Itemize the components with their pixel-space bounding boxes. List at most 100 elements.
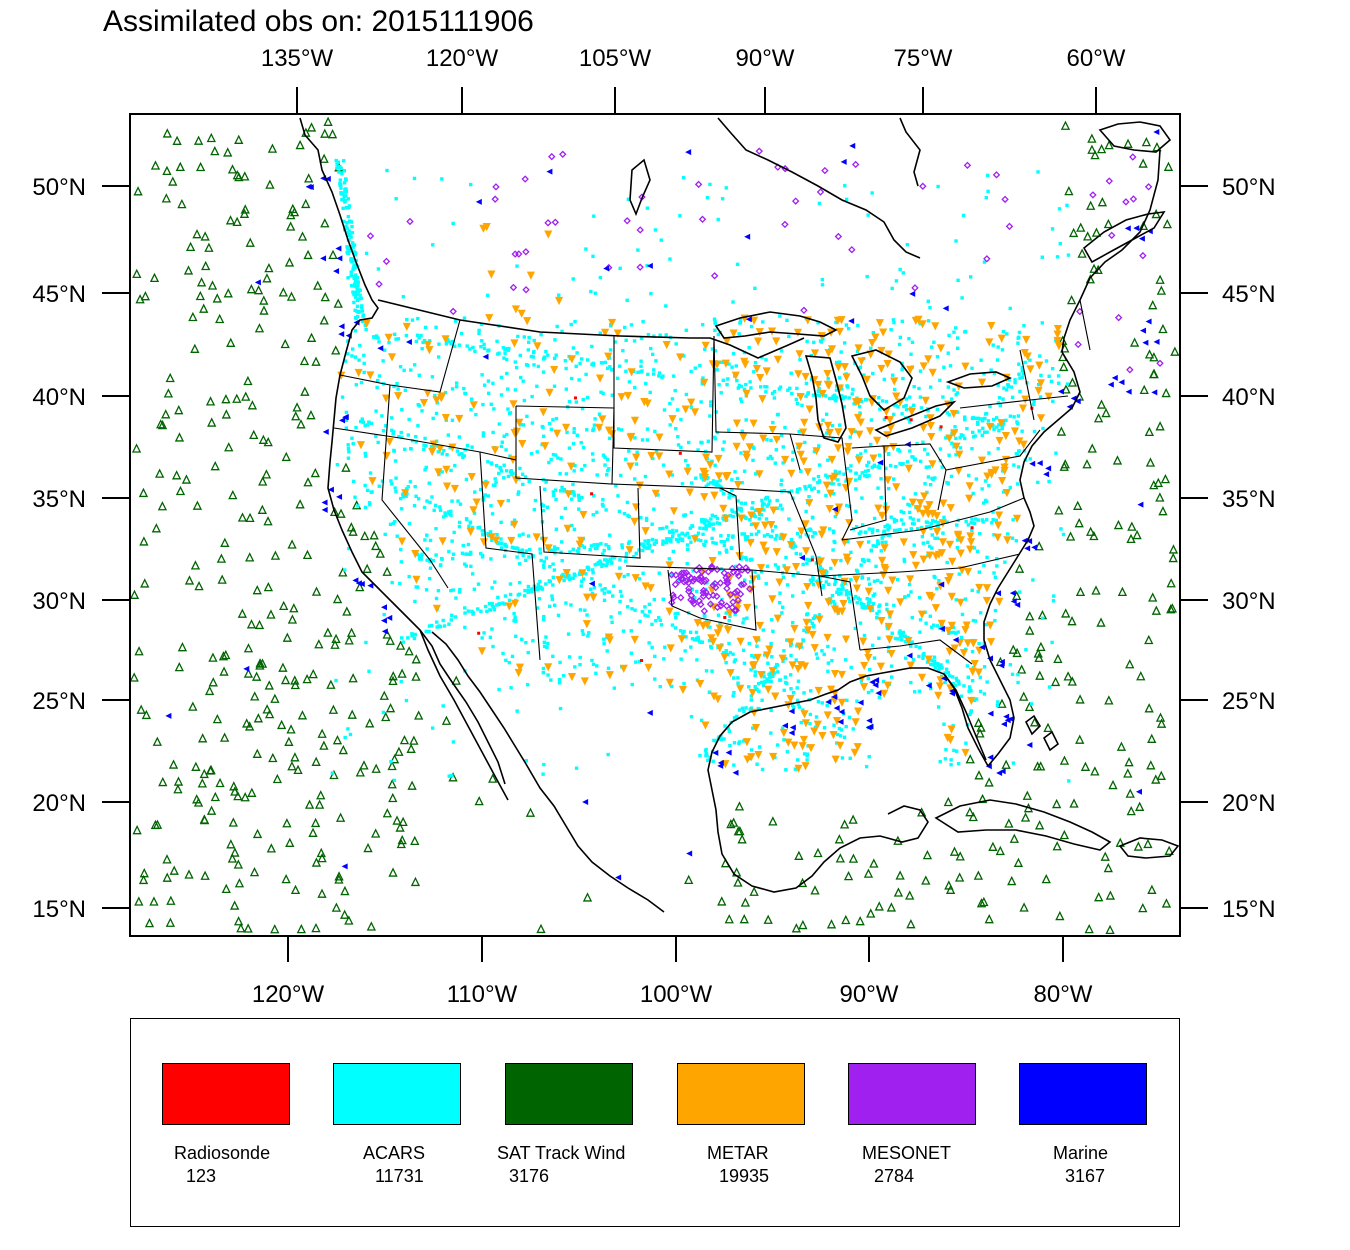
metar-ob — [665, 607, 674, 616]
acars-ob — [917, 654, 921, 659]
acars-ob — [919, 406, 924, 410]
metar-ob — [479, 538, 489, 547]
mesonet-ob — [697, 600, 705, 609]
acars-ob — [1006, 383, 1010, 387]
metar-ob — [927, 593, 936, 602]
acars-ob — [366, 423, 370, 427]
acars-ob — [674, 615, 678, 620]
metar-ob — [412, 575, 421, 584]
acars-ob — [833, 397, 837, 402]
acars-ob — [438, 625, 443, 629]
acars-ob — [909, 527, 913, 531]
acars-ob — [995, 703, 1000, 708]
acars-ob — [684, 328, 688, 332]
acars-ob — [457, 520, 462, 525]
metar-ob — [836, 741, 845, 750]
acars-ob — [1022, 323, 1026, 328]
acars-ob — [997, 396, 1002, 400]
acars-ob — [894, 403, 898, 408]
sat-wind-ob — [1014, 563, 1025, 573]
metar-ob — [812, 447, 821, 456]
acars-ob — [970, 517, 974, 521]
acars-ob — [354, 425, 358, 430]
sat-wind-ob — [297, 710, 308, 720]
metar-ob — [605, 636, 614, 645]
metar-ob — [507, 536, 516, 545]
acars-ob — [837, 470, 841, 474]
metar-ob — [918, 320, 927, 329]
acars-ob — [939, 663, 943, 667]
metar-ob — [647, 451, 656, 461]
sat-wind-ob — [382, 808, 393, 818]
acars-ob — [625, 298, 629, 303]
acars-ob — [805, 752, 810, 756]
acars-ob — [389, 759, 393, 764]
acars-ob — [659, 623, 664, 627]
mesonet-ob — [911, 284, 919, 292]
sat-wind-ob — [317, 888, 327, 898]
acars-ob — [560, 485, 564, 490]
acars-ob — [954, 749, 959, 753]
acars-ob — [762, 653, 767, 657]
acars-ob — [608, 365, 612, 369]
sat-wind-ob — [313, 280, 323, 290]
acars-ob — [602, 548, 606, 553]
sat-wind-ob — [396, 838, 406, 849]
marine-ob — [1004, 717, 1011, 724]
sat-wind-ob — [296, 923, 307, 934]
acars-ob — [809, 377, 814, 382]
sat-wind-ob — [1091, 227, 1102, 237]
acars-ob — [766, 679, 770, 683]
acars-ob — [532, 507, 537, 512]
acars-ob — [401, 495, 406, 499]
acars-ob — [866, 540, 871, 544]
marine-ob — [386, 614, 393, 621]
acars-ob — [507, 411, 512, 416]
acars-ob — [357, 288, 361, 292]
sat-wind-ob — [314, 639, 324, 649]
metar-ob — [883, 359, 892, 369]
acars-ob — [467, 524, 471, 529]
sat-wind-ob — [335, 812, 346, 822]
sat-wind-ob — [292, 402, 302, 412]
acars-ob — [452, 530, 456, 535]
acars-ob — [742, 532, 747, 536]
mesonet-ob — [963, 161, 972, 170]
acars-ob — [808, 527, 812, 531]
acars-ob — [731, 652, 735, 656]
acars-ob — [807, 494, 811, 499]
metar-ob — [366, 371, 375, 380]
acars-ob — [481, 431, 486, 435]
marine-ob — [1153, 129, 1160, 136]
sat-wind-ob — [132, 825, 142, 835]
acars-ob — [499, 546, 504, 550]
acars-ob — [842, 405, 846, 409]
metar-ob — [432, 604, 441, 613]
state-boundaries — [333, 299, 1091, 665]
acars-ob — [989, 368, 993, 372]
acars-ob — [721, 447, 725, 451]
sat-wind-ob — [1104, 139, 1114, 150]
acars-ob — [725, 550, 729, 554]
sat-wind-ob — [1096, 617, 1106, 627]
sat-wind-ob — [263, 516, 273, 526]
acars-ob — [833, 602, 837, 606]
acars-ob — [439, 556, 444, 561]
metar-ob — [829, 730, 838, 740]
sat-wind-ob — [1060, 120, 1071, 130]
acars-ob — [529, 354, 534, 359]
acars-ob — [618, 611, 622, 615]
marine-ob — [867, 723, 874, 730]
acars-ob — [963, 597, 968, 601]
sat-wind-ob — [355, 581, 365, 592]
sat-wind-ob — [1012, 647, 1022, 658]
acars-ob — [933, 476, 937, 480]
acars-ob — [825, 574, 830, 579]
mesonet-ob — [677, 593, 685, 602]
marine-ob — [305, 183, 312, 190]
metar-ob — [854, 456, 864, 465]
acars-ob — [345, 226, 349, 230]
metar-ob — [428, 447, 437, 457]
sat-wind-ob — [162, 128, 172, 138]
acars-ob — [455, 385, 459, 389]
